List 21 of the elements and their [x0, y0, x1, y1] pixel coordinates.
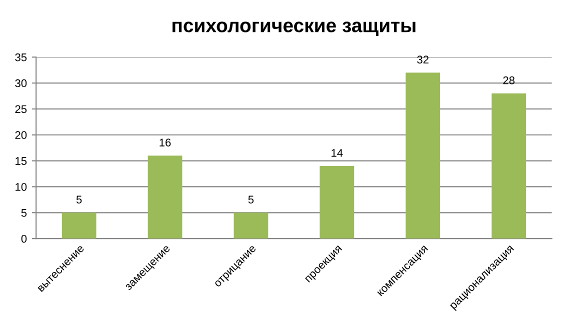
y-tick-label: 5 [21, 209, 27, 217]
y-tick-label: 20 [15, 131, 27, 140]
data-label: 28 [503, 76, 515, 84]
bar [148, 156, 182, 239]
bar [320, 166, 354, 239]
bar [62, 212, 96, 239]
y-tick-label: 0 [21, 234, 27, 243]
y-tick-label: 35 [15, 53, 27, 62]
y-tick-label: 10 [16, 182, 27, 191]
data-label: 5 [76, 196, 82, 204]
y-tick-label: 30 [15, 79, 27, 88]
y-tick-label: 15 [16, 157, 27, 165]
bar [406, 72, 440, 239]
data-label: 16 [160, 138, 171, 146]
bar [234, 212, 268, 239]
bar [492, 93, 526, 239]
data-label: 32 [417, 56, 428, 64]
y-tick-label: 25 [15, 105, 27, 114]
data-label: 14 [332, 149, 343, 157]
data-label: 5 [248, 196, 254, 204]
chart-title: психологические защиты [172, 22, 416, 36]
